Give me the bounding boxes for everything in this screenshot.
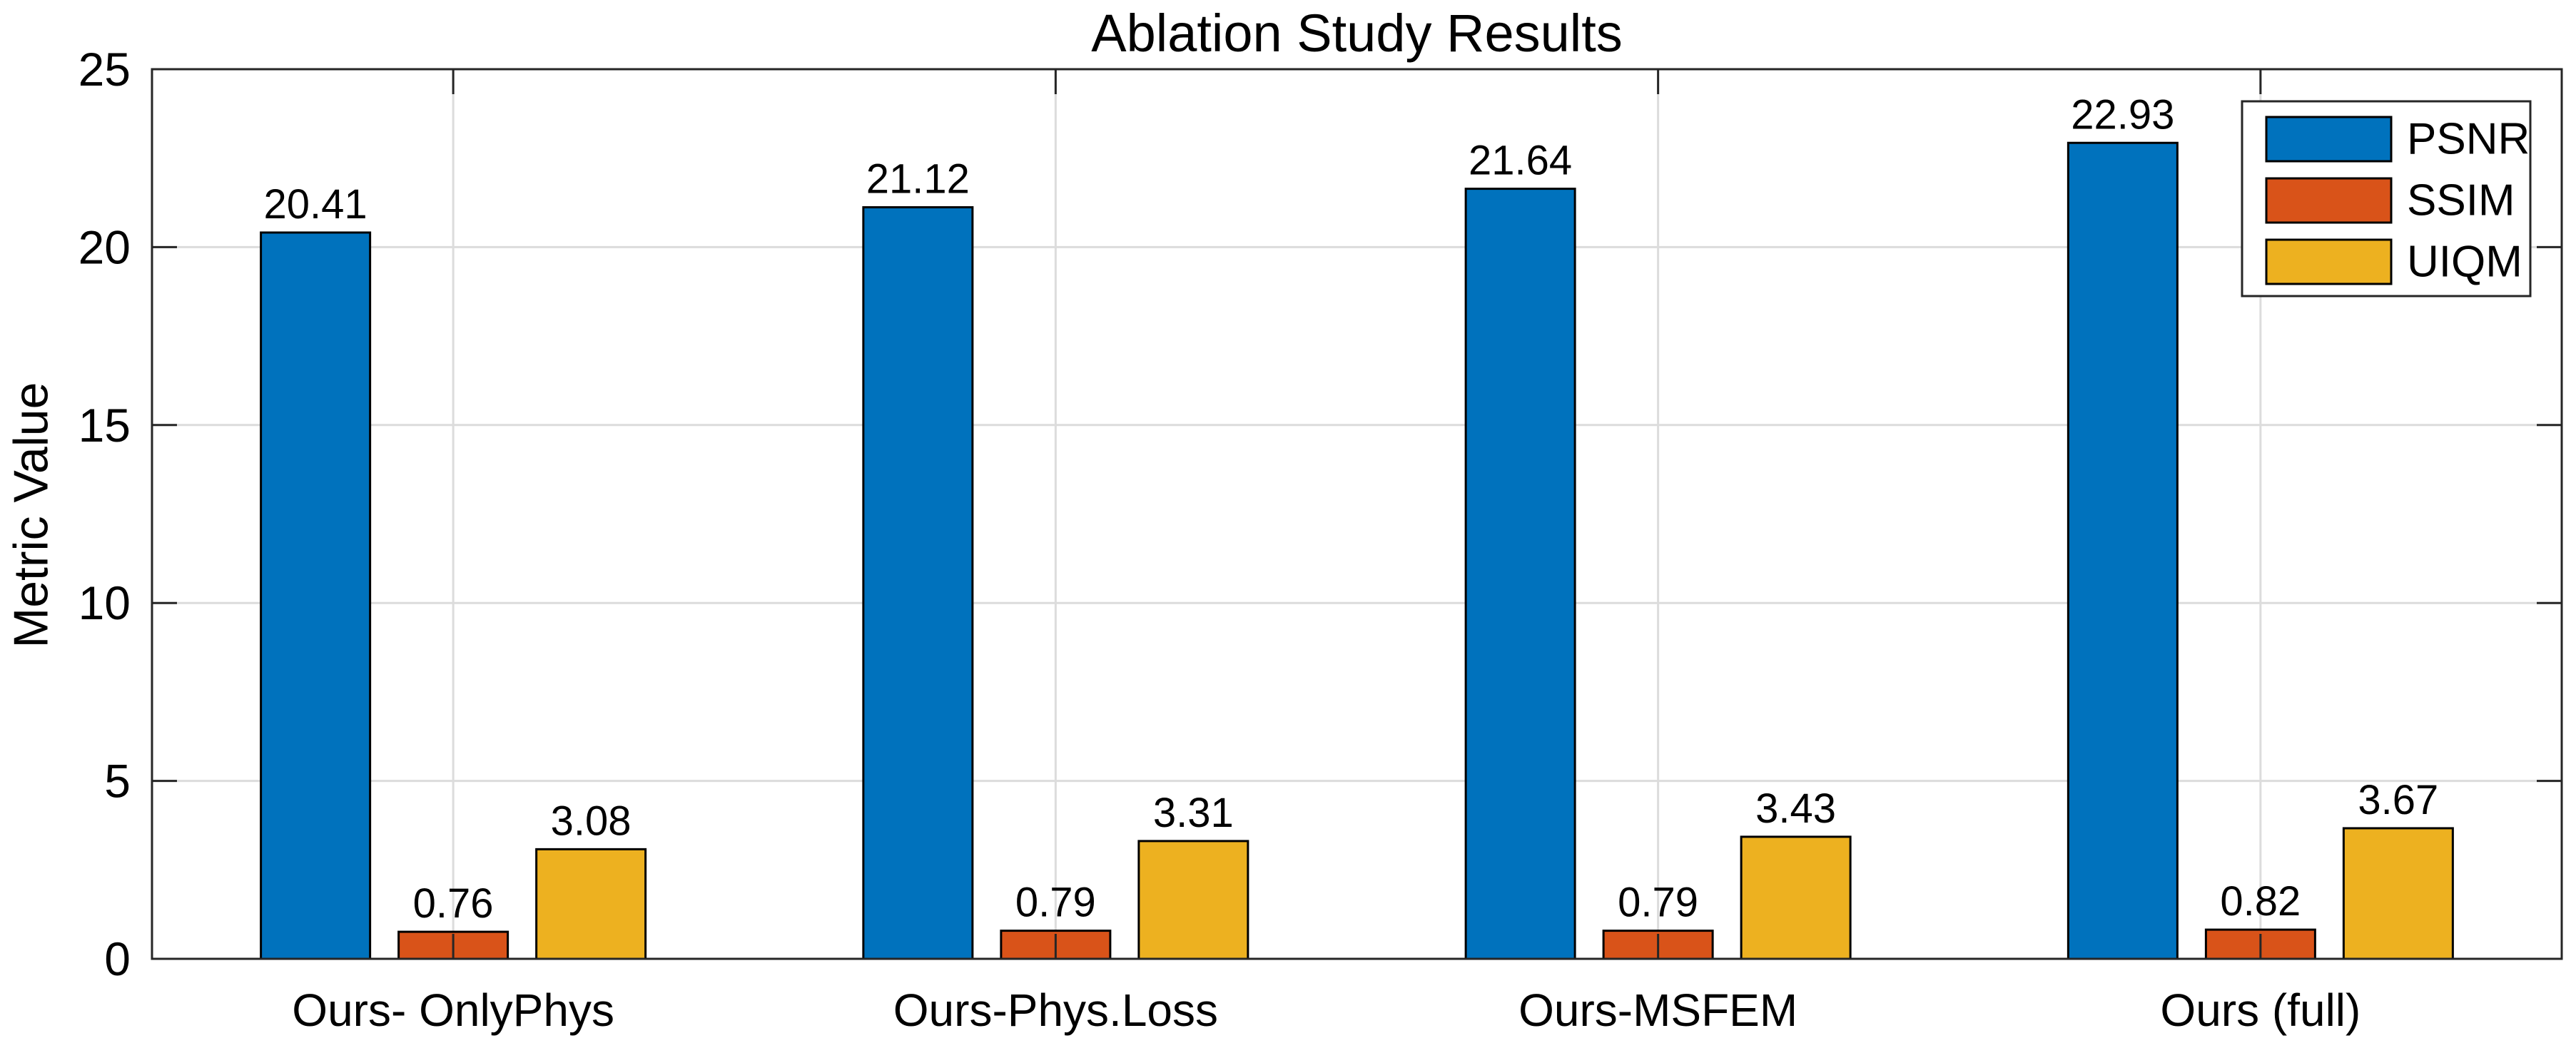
legend: PSNR SSIM UIQM <box>2241 100 2532 297</box>
y-tick-label: 15 <box>78 399 131 452</box>
bar-value-label: 22.93 <box>2071 91 2174 138</box>
bar-uiqm-group-2 <box>1740 835 1852 960</box>
y-tick-label: 25 <box>78 43 131 96</box>
x-category-label: Ours-Phys.Loss <box>893 985 1218 1036</box>
bar-uiqm-group-3 <box>2342 827 2454 960</box>
x-category-label: Ours-MSFEM <box>1518 985 1797 1036</box>
bar-value-label: 0.79 <box>1015 880 1096 926</box>
y-tick-label: 10 <box>78 576 131 629</box>
bar-value-label: 0.79 <box>1618 880 1698 926</box>
x-category-label: Ours (full) <box>2160 985 2361 1036</box>
y-tick-label: 0 <box>104 932 131 985</box>
bar-value-label: 3.67 <box>2358 777 2438 823</box>
legend-label-uiqm: UIQM <box>2407 238 2522 287</box>
axis-box <box>151 68 2563 960</box>
bar-value-label: 3.31 <box>1153 790 1234 836</box>
chart-title: Ablation Study Results <box>1091 4 1623 63</box>
legend-label-psnr: PSNR <box>2407 115 2530 164</box>
bar-value-label: 3.43 <box>1755 785 1836 832</box>
y-axis-title: Metric Value <box>4 382 59 648</box>
bar-value-label: 21.12 <box>866 156 970 203</box>
bar-value-label: 20.41 <box>264 181 367 228</box>
bar-psnr-group-2 <box>1464 188 1576 960</box>
bar-value-label: 3.08 <box>551 798 632 844</box>
bar-psnr-group-1 <box>862 206 974 960</box>
bar-value-label: 0.82 <box>2220 878 2301 925</box>
bar-psnr-group-3 <box>2067 141 2179 960</box>
y-tick-label: 20 <box>78 220 131 273</box>
x-category-label: Ours- OnlyPhys <box>292 985 614 1036</box>
y-tick-label: 5 <box>104 755 131 808</box>
legend-swatch-uiqm <box>2265 238 2393 285</box>
bar-value-label: 21.64 <box>1469 138 1572 184</box>
bar-value-label: 0.76 <box>413 880 494 927</box>
legend-swatch-ssim <box>2265 177 2393 224</box>
bar-psnr-group-0 <box>260 231 372 960</box>
bar-uiqm-group-0 <box>535 848 647 960</box>
legend-label-ssim: SSIM <box>2407 176 2515 225</box>
legend-swatch-psnr <box>2265 116 2393 163</box>
bar-uiqm-group-1 <box>1137 840 1249 960</box>
